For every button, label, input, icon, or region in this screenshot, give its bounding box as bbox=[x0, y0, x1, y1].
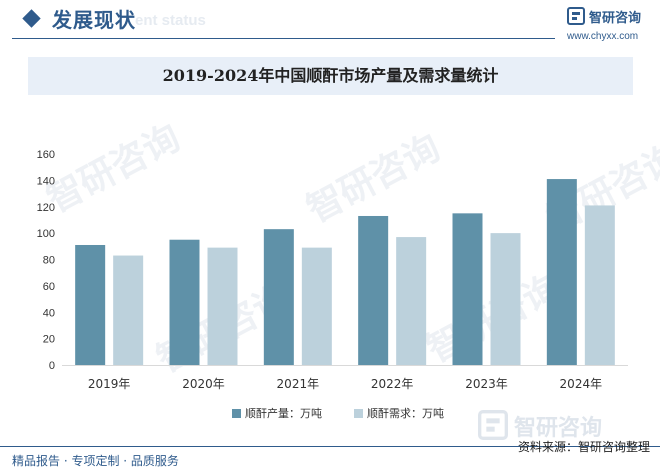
brand-logo-icon bbox=[567, 7, 585, 25]
y-tick-label: 0 bbox=[49, 360, 55, 372]
y-tick-label: 140 bbox=[37, 175, 55, 187]
y-tick-label: 60 bbox=[43, 281, 55, 293]
bar bbox=[113, 255, 144, 365]
footer-watermark-text: 智研咨询 bbox=[514, 416, 603, 441]
bar bbox=[584, 205, 615, 365]
x-tick-label: 2023年 bbox=[465, 377, 508, 391]
chart-title-band: 2019-2024年中国顺酐市场产量及需求量统计 bbox=[28, 57, 633, 95]
chart-title: 2019-2024年中国顺酐市场产量及需求量统计 bbox=[162, 66, 499, 85]
legend-label: 顺酐需求：万吨 bbox=[367, 407, 444, 420]
bar bbox=[452, 213, 483, 365]
watermark-logo-icon bbox=[478, 410, 508, 440]
bar bbox=[169, 239, 200, 365]
x-tick-label: 2020年 bbox=[182, 377, 225, 391]
diamond-icon bbox=[22, 9, 41, 28]
y-tick-label: 20 bbox=[43, 334, 55, 346]
legend-swatch bbox=[354, 409, 363, 418]
legend-swatch bbox=[232, 409, 241, 418]
header-divider bbox=[12, 38, 555, 39]
bar bbox=[546, 179, 577, 365]
footer-slogan: 精品报告 · 专项定制 · 品质服务 bbox=[12, 454, 179, 468]
y-tick-label: 120 bbox=[37, 202, 55, 214]
source-note: 资料来源：智研咨询整理 bbox=[517, 440, 650, 454]
bar-chart: 0 20 40 60 80 100 120 140 160 2019年 2020年 2021年 2022… bbox=[37, 149, 628, 420]
y-tick-label: 40 bbox=[43, 307, 55, 319]
bar bbox=[396, 237, 427, 365]
legend-label: 顺酐产量：万吨 bbox=[245, 406, 322, 420]
bar bbox=[263, 229, 294, 365]
section-title: 发展现状 bbox=[52, 8, 136, 32]
footer-divider bbox=[0, 446, 660, 447]
x-tick-label: 2021年 bbox=[277, 377, 320, 391]
x-tick-label: 2024年 bbox=[560, 377, 603, 391]
section-watermark: ent status bbox=[135, 12, 206, 29]
bar bbox=[75, 244, 106, 365]
brand-url: www.chyxx.com bbox=[567, 31, 639, 42]
x-tick-label: 2022年 bbox=[371, 377, 414, 391]
x-tick-label: 2019年 bbox=[88, 377, 131, 391]
brand-name: 智研咨询 bbox=[589, 11, 642, 26]
y-tick-label: 100 bbox=[37, 228, 55, 240]
section-header: ent status 发展现状 bbox=[0, 0, 660, 44]
y-tick-label: 160 bbox=[37, 149, 55, 161]
bar bbox=[207, 247, 238, 365]
bar bbox=[490, 233, 521, 365]
bar bbox=[301, 247, 332, 365]
bar bbox=[358, 215, 389, 365]
y-tick-label: 80 bbox=[43, 255, 55, 267]
